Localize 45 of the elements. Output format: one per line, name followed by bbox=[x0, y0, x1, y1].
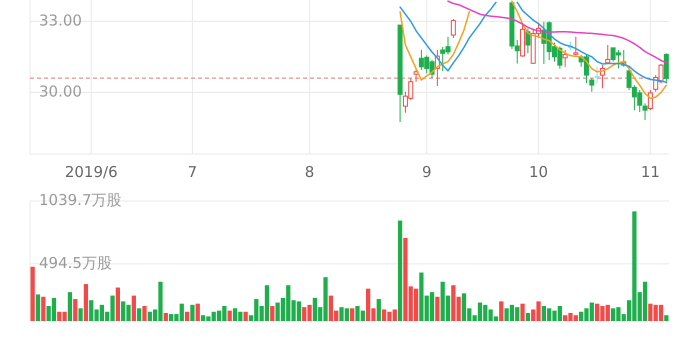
bar bbox=[184, 312, 190, 321]
bar bbox=[244, 312, 248, 321]
bar bbox=[78, 308, 83, 321]
bar bbox=[137, 308, 142, 321]
x-tick-label: 2019/6 bbox=[64, 163, 118, 181]
candlestick bbox=[562, 49, 568, 68]
candlestick bbox=[573, 36, 578, 56]
y-tick-label: 494.5万股 bbox=[39, 254, 112, 272]
bar bbox=[350, 308, 354, 321]
bar bbox=[196, 304, 200, 321]
y-tick-label: 33.00 bbox=[39, 11, 82, 30]
bar bbox=[376, 299, 381, 321]
bar bbox=[499, 301, 504, 321]
bar bbox=[132, 296, 136, 321]
bar bbox=[164, 312, 168, 321]
bar bbox=[116, 288, 120, 321]
x-tick-label: 11 bbox=[640, 163, 660, 181]
bar bbox=[73, 299, 78, 321]
candlestick bbox=[664, 52, 669, 84]
candlestick bbox=[589, 78, 594, 92]
x-tick-label: 9 bbox=[422, 163, 432, 181]
x-tick-label: 8 bbox=[304, 163, 314, 181]
y-tick-label: 30.00 bbox=[39, 82, 82, 101]
bar bbox=[526, 312, 530, 321]
x-tick-label: 10 bbox=[528, 163, 548, 181]
candlestick bbox=[450, 18, 456, 38]
candlestick bbox=[525, 28, 530, 54]
bar bbox=[270, 306, 274, 321]
bar bbox=[190, 304, 195, 321]
candlestick bbox=[605, 44, 610, 64]
bar bbox=[30, 266, 35, 321]
candlestick bbox=[642, 102, 648, 121]
bar bbox=[664, 315, 668, 321]
bar bbox=[228, 310, 232, 321]
x-tick-label: 7 bbox=[188, 163, 198, 181]
y-tick-label: 1039.7万股 bbox=[39, 191, 122, 210]
bar bbox=[84, 284, 88, 321]
bar bbox=[41, 296, 46, 321]
bar bbox=[435, 296, 440, 321]
bar bbox=[68, 292, 72, 321]
bar bbox=[142, 306, 147, 321]
candlestick bbox=[594, 66, 600, 84]
bar bbox=[36, 294, 40, 321]
bar bbox=[398, 220, 402, 321]
bar bbox=[520, 304, 525, 321]
